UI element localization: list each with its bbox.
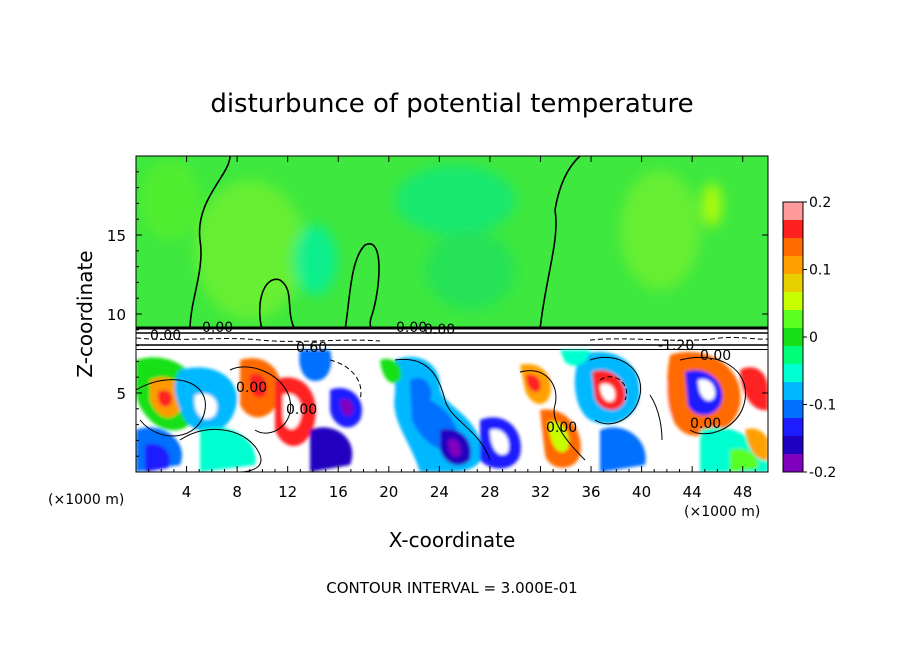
colorbar-segment: [783, 418, 803, 437]
colorbar-tick-label: -0.1: [809, 398, 836, 414]
contour-label: 0.60: [296, 340, 327, 356]
contour-label: 0.00: [236, 380, 267, 396]
colorbar-segment: [783, 382, 803, 401]
x-tick-label: 4: [182, 483, 192, 501]
contour-interval-note: CONTOUR INTERVAL = 3.000E-01: [326, 579, 577, 597]
contour-label: 0.00: [396, 320, 427, 336]
colorbar-segment: [783, 310, 803, 329]
plot-area: 0.00 0.00 0.00 0.00 0.60 -1.20 0.00 0.00…: [136, 156, 768, 472]
contour-label: 0.00: [286, 402, 317, 418]
contour-labels: 0.00 0.00 0.00 0.00 0.60 -1.20 0.00 0.00…: [150, 320, 731, 436]
x-tick-label: 8: [232, 483, 242, 501]
x-tick-label: 16: [329, 483, 348, 501]
contour-label: 0.00: [150, 328, 181, 344]
x-tick-label: 28: [480, 483, 499, 501]
colorbar-segment: [783, 238, 803, 257]
y-axis-label: Z-coordinate: [73, 250, 97, 377]
x-axis-label: X-coordinate: [389, 528, 516, 552]
contour-label: 0.00: [690, 416, 721, 432]
colorbar-segment: [783, 292, 803, 311]
lower-contours: [136, 356, 747, 472]
colorbar-segment: [783, 202, 803, 221]
y-tick-label: 10: [107, 306, 126, 324]
upper-contours: [189, 156, 581, 331]
colorbar: 0.2 0.1 0 -0.1 -0.2: [782, 195, 836, 481]
contour-label: 0.00: [202, 320, 233, 336]
x-unit-left: (×1000 m): [48, 492, 124, 508]
x-unit-right: (×1000 m): [684, 504, 760, 520]
colorbar-segment: [783, 274, 803, 293]
colorbar-segment: [783, 220, 803, 239]
x-tick-label: 24: [430, 483, 449, 501]
lower-layer-eddies: [136, 350, 768, 472]
upper-layer-shading: [140, 160, 722, 320]
y-axis: 5 10 15: [107, 171, 768, 457]
colorbar-segment: [783, 364, 803, 383]
colorbar-segment: [783, 436, 803, 455]
x-tick-label: 20: [379, 483, 398, 501]
x-tick-label: 44: [683, 483, 702, 501]
colorbar-segment: [783, 454, 803, 473]
colorbar-segment: [783, 400, 803, 419]
x-tick-label: 40: [632, 483, 651, 501]
contour-label: 0.00: [546, 420, 577, 436]
colorbar-tick-label: 0.1: [809, 263, 831, 279]
contour-label: -1.20: [658, 338, 694, 354]
x-tick-label: 12: [278, 483, 297, 501]
colorbar-segment: [783, 346, 803, 365]
x-tick-label: 48: [733, 483, 752, 501]
colorbar-segment: [783, 256, 803, 275]
y-tick-label: 5: [116, 385, 126, 403]
colorbar-segment: [783, 328, 803, 347]
x-tick-label: 32: [531, 483, 550, 501]
colorbar-tick-label: 0: [809, 330, 818, 346]
colorbar-tick-label: -0.2: [809, 465, 836, 481]
y-tick-label: 15: [107, 227, 126, 245]
colorbar-tick-label: 0.2: [809, 195, 831, 211]
chart-title: disturbunce of potential temperature: [210, 89, 693, 119]
contour-label: 0.00: [424, 322, 455, 338]
x-tick-label: 36: [581, 483, 600, 501]
contour-label: 0.00: [700, 348, 731, 364]
x-axis: 4 8 12 16 20 24 28 32 36 40 44 48: [148, 156, 756, 501]
